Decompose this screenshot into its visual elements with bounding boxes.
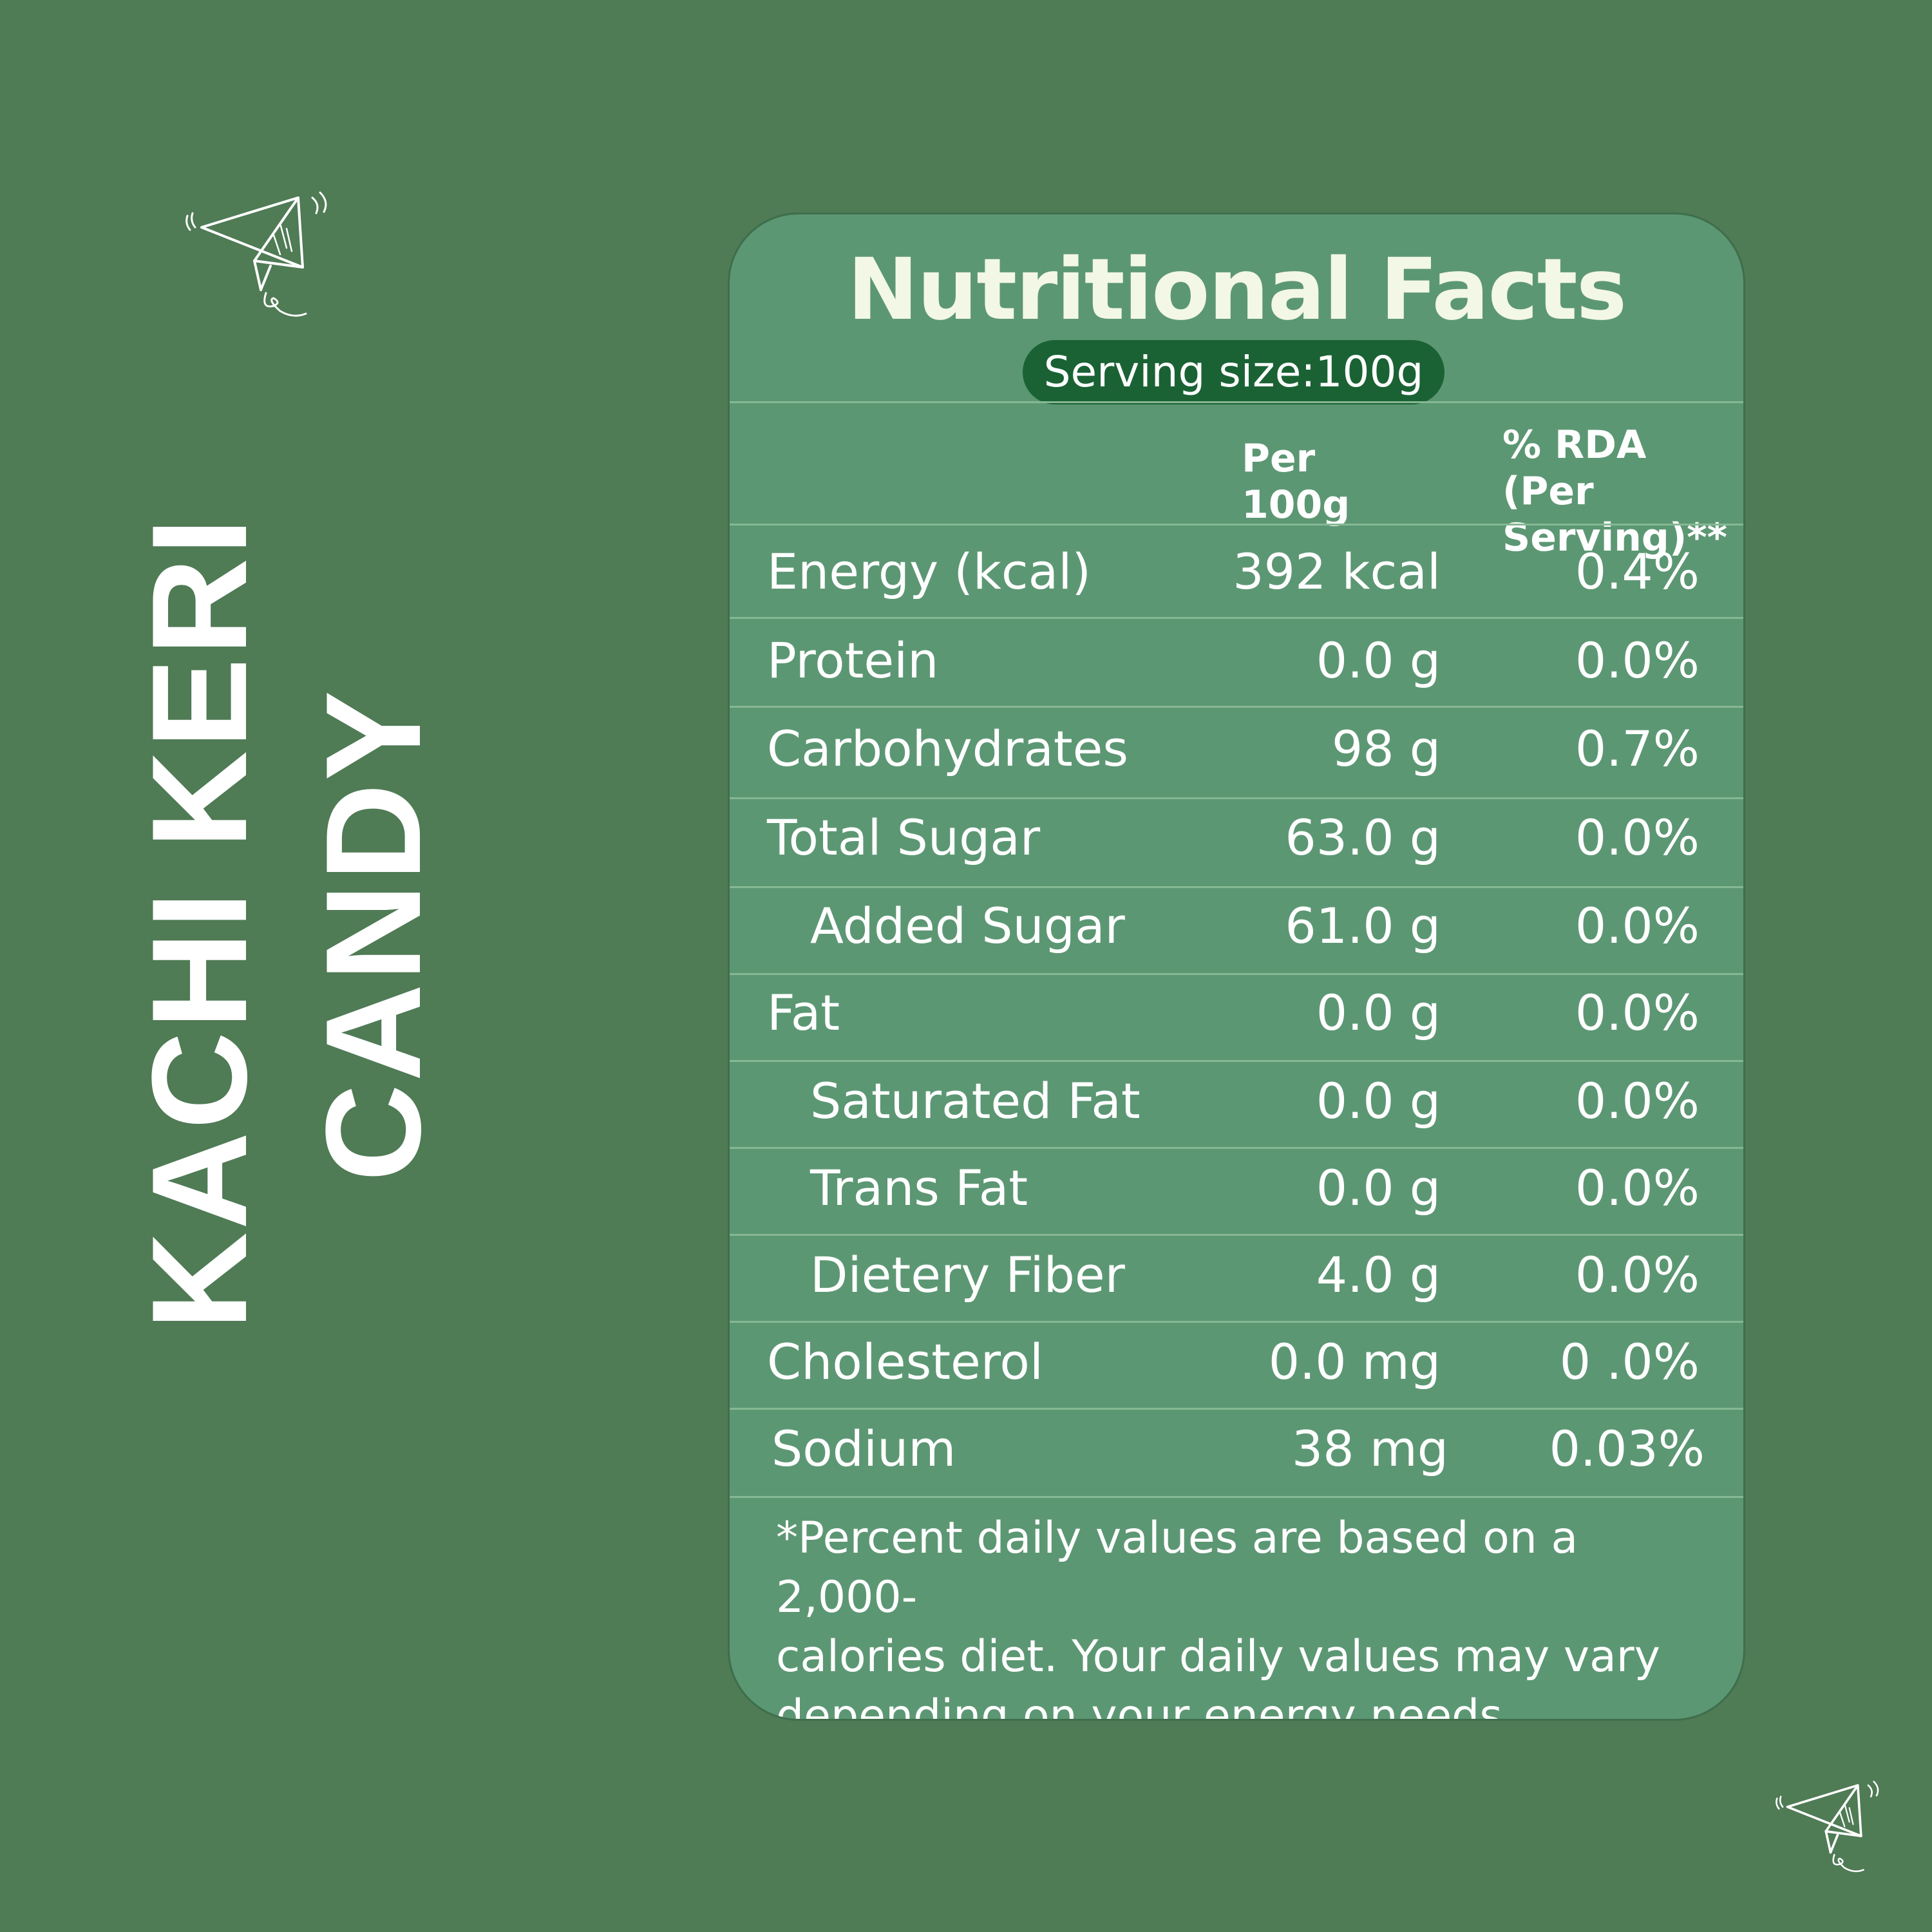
nutrient-rda: 0.0% bbox=[1575, 1159, 1700, 1217]
nutrient-value: 98 g bbox=[1331, 720, 1441, 777]
nutrient-row-cholesterol: Cholesterol 0.0 mg 0 .0% bbox=[730, 1330, 1743, 1394]
product-name-line-1: KACHI KERI bbox=[124, 515, 275, 1330]
nutrient-rda: 0.0% bbox=[1575, 632, 1700, 689]
footnote-line-2: calories diet. Your daily values may var… bbox=[776, 1631, 1660, 1682]
nutrient-name: Total Sugar bbox=[767, 809, 1041, 866]
footnote: *Percent daily values are based on a 2,0… bbox=[776, 1509, 1729, 1721]
nutrient-rda: 0.03% bbox=[1549, 1420, 1705, 1477]
nutrient-rda: 0.4% bbox=[1575, 543, 1700, 600]
nutrient-name: Protein bbox=[767, 632, 939, 689]
product-name-line-2: CANDY bbox=[298, 688, 449, 1182]
nutrient-value: 0.0 g bbox=[1316, 632, 1441, 689]
nutrient-value: 63.0 g bbox=[1285, 809, 1441, 866]
nutrient-rda: 0.0% bbox=[1575, 1072, 1700, 1130]
divider bbox=[730, 706, 1743, 708]
nutrient-row-protein: Protein 0.0 g 0.0% bbox=[730, 629, 1743, 693]
nutrient-row-trans-fat: Trans Fat 0.0 g 0.0% bbox=[730, 1156, 1743, 1220]
column-header-rda: % RDA (Per Serving)** bbox=[1502, 422, 1734, 561]
nutrient-row-sodium: Sodium 38 mg 0.03% bbox=[730, 1417, 1743, 1481]
nutrient-name: Sodium bbox=[772, 1420, 956, 1477]
nutrient-rda: 0.0% bbox=[1575, 897, 1700, 954]
nutrient-name: Dietery Fiber bbox=[810, 1246, 1125, 1303]
nutrient-rda: 0.0% bbox=[1575, 1246, 1700, 1303]
nutrient-value: 0.0 mg bbox=[1268, 1333, 1441, 1390]
nutrient-value: 0.0 g bbox=[1316, 984, 1441, 1041]
divider bbox=[730, 1147, 1743, 1149]
divider bbox=[730, 401, 1743, 403]
nutrient-value: 38 mg bbox=[1291, 1420, 1448, 1477]
nutrient-name: Cholesterol bbox=[767, 1333, 1043, 1390]
nutrient-name: Energy (kcal) bbox=[767, 543, 1092, 600]
footnote-line-3: depending on your energy needs. bbox=[776, 1690, 1517, 1721]
divider bbox=[730, 973, 1743, 975]
product-name: KACHI KERI CANDY bbox=[124, 515, 449, 1330]
serving-size-badge: Serving size:100g bbox=[1023, 340, 1444, 404]
column-header-rda-line-2: Serving)** bbox=[1502, 515, 1728, 560]
divider bbox=[730, 1321, 1743, 1323]
divider bbox=[730, 617, 1743, 619]
nutrition-title: Nutritional Facts bbox=[847, 240, 1627, 339]
nutrient-value: 0.0 g bbox=[1316, 1159, 1441, 1217]
nutrient-value: 4.0 g bbox=[1316, 1246, 1441, 1303]
paper-plane-icon bbox=[1776, 1781, 1879, 1873]
nutrition-facts-panel: Nutritional Facts Serving size:100g Per … bbox=[728, 213, 1745, 1721]
nutrient-row-total-sugar: Total Sugar 63.0 g 0.0% bbox=[730, 806, 1743, 870]
nutrient-rda: 0.7% bbox=[1575, 720, 1700, 777]
paper-plane-icon bbox=[185, 191, 327, 317]
divider bbox=[730, 524, 1743, 526]
footnote-line-1: *Percent daily values are based on a 2,0… bbox=[776, 1513, 1578, 1623]
nutrient-value: 61.0 g bbox=[1285, 897, 1441, 954]
column-header-rda-line-1: % RDA (Per bbox=[1502, 422, 1647, 514]
divider bbox=[730, 886, 1743, 888]
nutrient-row-added-sugar: Added Sugar 61.0 g 0.0% bbox=[730, 894, 1743, 958]
nutrient-row-saturated-fat: Saturated Fat 0.0 g 0.0% bbox=[730, 1069, 1743, 1133]
nutrient-value: 392 kcal bbox=[1233, 543, 1441, 600]
divider bbox=[730, 1496, 1743, 1498]
nutrient-row-carbohydrates: Carbohydrates 98 g 0.7% bbox=[730, 717, 1743, 781]
nutrient-rda: 0.0% bbox=[1575, 809, 1700, 866]
nutrient-row-dietery-fiber: Dietery Fiber 4.0 g 0.0% bbox=[730, 1243, 1743, 1307]
nutrient-name: Added Sugar bbox=[810, 897, 1125, 954]
nutrient-value: 0.0 g bbox=[1316, 1072, 1441, 1130]
divider bbox=[730, 1234, 1743, 1236]
nutrient-rda: 0 .0% bbox=[1559, 1333, 1700, 1390]
nutrient-row-fat: Fat 0.0 g 0.0% bbox=[730, 981, 1743, 1045]
nutrient-name: Trans Fat bbox=[810, 1159, 1028, 1217]
nutrient-row-energy: Energy (kcal) 392 kcal 0.4% bbox=[730, 540, 1743, 604]
nutrient-name: Fat bbox=[767, 984, 840, 1041]
nutrient-rda: 0.0% bbox=[1575, 984, 1700, 1041]
divider bbox=[730, 797, 1743, 799]
column-header-per-100g: Per 100g bbox=[1242, 436, 1350, 527]
nutrient-name: Saturated Fat bbox=[810, 1072, 1141, 1130]
divider bbox=[730, 1408, 1743, 1410]
nutrient-name: Carbohydrates bbox=[767, 720, 1128, 777]
divider bbox=[730, 1060, 1743, 1062]
